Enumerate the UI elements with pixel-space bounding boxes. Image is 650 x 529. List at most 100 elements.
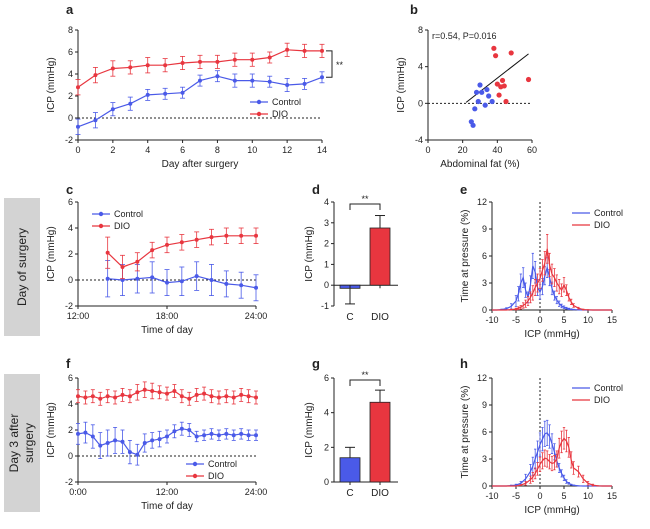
panel-f-series-dio-point-13 <box>172 389 177 393</box>
panel-h-x-tick-label-2: 0 <box>537 491 542 501</box>
panel-f-series-dio-point-5 <box>113 395 118 400</box>
panel-a-series-dio-point-3 <box>128 65 133 70</box>
panel-f-y-tick-label-1: 0 <box>68 451 73 461</box>
panel-letter-f: f <box>66 356 71 371</box>
panel-d-y-axis-title: ICP (mmHg) <box>304 226 315 281</box>
panel-h-y-axis-title: Time at pressure (%) <box>460 386 471 479</box>
panel-e-x-tick-label-2: 0 <box>537 315 542 325</box>
panel-f-series-dio-point-19 <box>216 395 221 400</box>
panel-c-legend-label-1: DIO <box>114 221 130 231</box>
panel-a-series-dio-point-1 <box>93 73 98 78</box>
panel-f-legend-label-1: DIO <box>208 471 224 481</box>
panel-a-series-dio-point-5 <box>163 63 168 68</box>
panel-f-series-dio-point-14 <box>179 394 184 399</box>
panel-e-x-tick-label-4: 10 <box>583 315 593 325</box>
panel-f-series-control-point-0 <box>76 431 80 436</box>
panel-a-y-tick-label-0: -2 <box>65 135 73 145</box>
panel-c-x-axis-title: Time of day <box>141 325 193 336</box>
panel-f-series-dio-point-10 <box>150 389 155 393</box>
panel-f-series-dio-point-21 <box>231 395 236 400</box>
panel-h-legend-label-0: Control <box>594 383 623 393</box>
row-label-day3-line1: Day 3 after <box>7 414 21 473</box>
panel-a-series-dio-point-6 <box>180 61 185 65</box>
panel-a-x-tick-label-1: 2 <box>110 145 115 155</box>
panel-a-series-control-point-9 <box>232 78 237 83</box>
panel-h-y-tick-label-2: 6 <box>482 427 487 437</box>
panel-f-series-control-point-24 <box>254 433 258 438</box>
panel-b-point-dio-2 <box>494 81 500 87</box>
panel-a-significance-label: ** <box>336 60 344 70</box>
panel-b-point-control-6 <box>479 89 485 95</box>
panel-a-x-tick-label-2: 4 <box>145 145 150 155</box>
panel-g-significance-label: ** <box>361 370 369 380</box>
panel-b-x-tick-label-2: 40 <box>492 145 502 155</box>
panel-d-bar-1 <box>369 227 391 286</box>
panel-f-series-control-point-1 <box>83 430 88 435</box>
panel-f-series-dio-point-11 <box>157 390 162 395</box>
panel-c-series-control-point-10 <box>254 285 258 290</box>
panel-h-legend-label-1: DIO <box>594 395 610 405</box>
panel-g-chart: 0 2 4 6 ICP (mmHg) C DIO ** <box>304 370 398 499</box>
panel-b-x-tick-label-3: 60 <box>527 145 537 155</box>
panel-f-series-control-point-21 <box>231 433 236 438</box>
panel-a-significance-bracket <box>326 50 333 78</box>
panel-a-series-dio-point-10 <box>250 57 255 62</box>
panel-a-y-tick-label-4: 6 <box>68 47 73 57</box>
panel-e-legend-label-0: Control <box>594 208 623 218</box>
panel-h-x-tick-label-5: 15 <box>607 491 617 501</box>
panel-d-significance-label: ** <box>361 194 369 204</box>
panel-g-y-tick-label-3: 6 <box>324 373 329 383</box>
row-label-day3-line2: surgery <box>22 423 36 463</box>
panel-f-series-control-point-12 <box>165 434 169 439</box>
panel-c-series-dio-point-5 <box>179 240 184 245</box>
panel-g-y-tick-label-2: 4 <box>324 408 329 418</box>
panel-a-series-dio-point-12 <box>285 47 290 52</box>
panel-c-y-tick-label-4: 6 <box>68 197 73 207</box>
panel-a-x-tick-label-6: 12 <box>282 145 292 155</box>
panel-h-x-tick-label-3: 5 <box>561 491 566 501</box>
panel-b-y-tick-label-3: 8 <box>418 25 423 35</box>
panel-d-category-label-0: C <box>346 312 353 323</box>
panel-letter-b: b <box>410 2 418 17</box>
panel-f-series-control-point-5 <box>113 438 118 443</box>
panel-a-series-dio-point-8 <box>215 59 220 64</box>
panel-e-y-tick-label-3: 9 <box>482 224 487 234</box>
panel-e-y-tick-label-2: 6 <box>482 251 487 261</box>
panel-e-legend-label-1: DIO <box>594 220 610 230</box>
panel-g-bar-1 <box>369 401 391 483</box>
panel-letter-d: d <box>312 182 320 197</box>
panel-f-series-dio-point-4 <box>105 394 110 399</box>
panel-f-legend-label-0: Control <box>208 459 237 469</box>
panel-c-legend-marker-0 <box>98 211 104 217</box>
panel-f-series-control-point-7 <box>127 450 132 455</box>
panel-c-x-tick-label-2: 24:00 <box>245 311 268 321</box>
panel-b-point-dio-5 <box>499 77 506 84</box>
panel-b-point-dio-1 <box>493 53 499 59</box>
panel-a-x-axis-title: Day after surgery <box>162 159 239 170</box>
panel-f-series-control-point-11 <box>157 437 162 442</box>
row-label-day-of-surgery: Day of surgery <box>15 228 29 306</box>
panel-c-y-tick-label-3: 4 <box>68 223 73 233</box>
panel-f-series-dio-point-17 <box>202 391 207 396</box>
panel-letter-c: c <box>66 182 73 197</box>
panel-d-y-tick-label-3: 2 <box>324 239 329 249</box>
panel-h-series-dio-line <box>492 437 612 487</box>
panel-f-series-control-point-13 <box>172 429 177 434</box>
panel-f-series-dio-point-2 <box>90 394 95 399</box>
panel-a-y-tick-label-5: 8 <box>68 25 73 35</box>
panel-h-y-tick-label-1: 3 <box>482 454 487 464</box>
panel-a-series-control-point-6 <box>180 90 185 95</box>
panel-f-series-dio-point-8 <box>135 390 140 395</box>
panel-d-y-tick-label-1: 0 <box>324 280 329 290</box>
panel-a-series-control-point-1 <box>93 118 98 123</box>
panel-a-series-control-point-5 <box>163 91 168 96</box>
panel-e-series-dio-line <box>492 248 612 311</box>
panel-f-series-control-point-9 <box>142 441 147 445</box>
panel-e-x-tick-label-1: -5 <box>512 315 520 325</box>
panel-b-point-control-4 <box>475 98 481 105</box>
panel-e-y-tick-label-1: 3 <box>482 278 487 288</box>
panel-e-x-tick-label-3: 5 <box>561 315 566 325</box>
panel-b-point-control-7 <box>482 102 488 108</box>
panel-letter-g: g <box>312 356 320 371</box>
